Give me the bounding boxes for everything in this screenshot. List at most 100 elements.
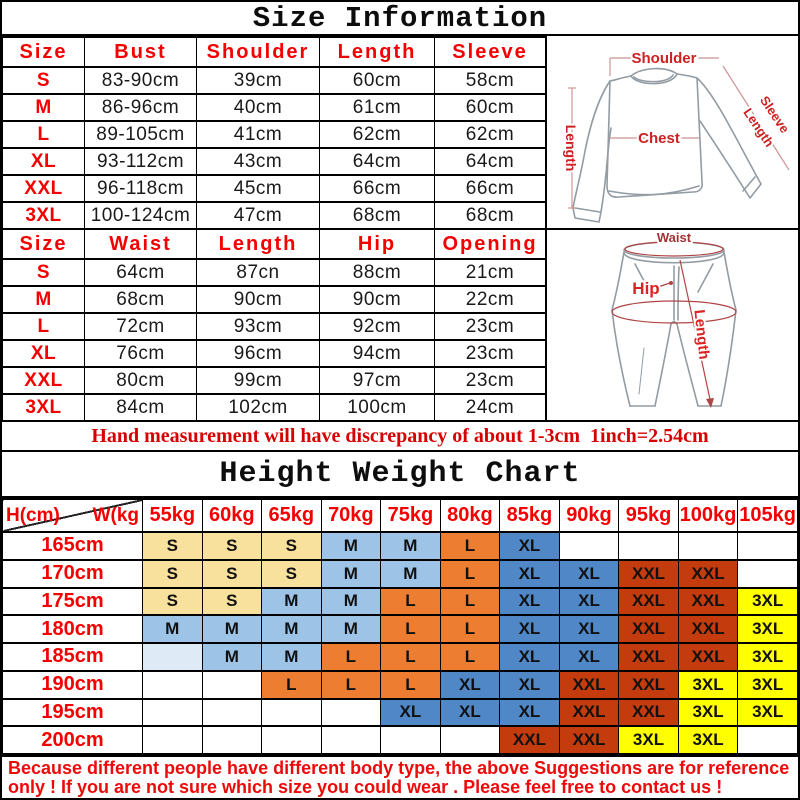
measurement-cell: 89-105cm: [84, 120, 197, 149]
shirt-length-label: Length: [563, 125, 579, 172]
weight-header: 85kg: [499, 498, 560, 533]
col-header-sleeve: Sleeve: [434, 36, 545, 68]
measurement-cell: 102cm: [196, 393, 320, 420]
size-recommendation-cell: [380, 725, 441, 755]
size-recommendation-cell: L: [439, 642, 501, 672]
size-recommendation-cell: [677, 531, 739, 561]
measurement-cell: 40cm: [196, 93, 320, 122]
measurement-cell: 43cm: [196, 147, 320, 176]
size-recommendation-cell: 3XL: [677, 697, 739, 728]
shirt-size-row: M 86-96cm 40cm 61cm 60cm: [2, 93, 545, 122]
measurement-cell: 99cm: [196, 366, 320, 395]
pants-size-row: XXL 80cm 99cm 97cm 23cm: [2, 366, 545, 395]
measurement-cell: 80cm: [84, 366, 197, 395]
size-label-cell: XXL: [2, 174, 85, 203]
size-recommendation-cell: L: [261, 669, 322, 700]
col-header-size: Size: [2, 36, 85, 68]
measurement-cell: 21cm: [434, 258, 545, 287]
size-recommendation-cell: S: [261, 531, 322, 561]
height-axis-label: H(cm): [6, 504, 60, 526]
measurement-cell: 39cm: [196, 66, 320, 95]
measurement-cell: 84cm: [84, 393, 197, 420]
size-recommendation-cell: L: [380, 586, 441, 617]
pants-size-row: 3XL 84cm 102cm 100cm 24cm: [2, 393, 545, 420]
weight-header: 55kg: [142, 498, 203, 533]
waist-label: Waist: [657, 230, 692, 245]
size-recommendation-cell: XXL: [499, 725, 560, 755]
size-recommendation-cell: XXL: [558, 697, 620, 728]
size-recommendation-cell: M: [201, 614, 263, 644]
measurement-cell: 86-96cm: [84, 93, 197, 122]
size-recommendation-cell: XXL: [618, 614, 679, 644]
hwc-row: 190cm L L L XL XL XXL XXL 3XL 3XL: [2, 669, 798, 700]
pants-length-label: Length: [690, 309, 712, 361]
footer-note: Because different people have different …: [2, 757, 798, 798]
measurement-tables-column: Size Bust Shoulder Length Sleeve S 83-90c…: [2, 36, 547, 420]
size-label-cell: M: [2, 93, 85, 122]
size-recommendation-cell: L: [380, 669, 441, 700]
measurement-cell: 68cm: [434, 201, 545, 228]
hwc-row: 195cm XL XL XL XXL XXL 3XL 3XL: [2, 697, 798, 728]
pants-measurements-table: Size Waist Length Hip Opening S 64cm 87cn 8…: [2, 228, 545, 420]
size-recommendation-cell: M: [320, 614, 382, 644]
size-recommendation-cell: 3XL: [677, 725, 739, 755]
measurement-cell: 60cm: [434, 93, 545, 122]
pants-table-box: Size Waist Length Hip Opening S 64cm 87cn 8…: [2, 228, 545, 420]
size-recommendation-cell: XL: [558, 642, 620, 672]
size-recommendation-cell: 3XL: [737, 642, 798, 672]
shirt-table-header-row: Size Bust Shoulder Length Sleeve: [2, 36, 545, 68]
measurement-cell: 62cm: [319, 120, 435, 149]
col-header-shoulder: Shoulder: [196, 36, 320, 68]
measurement-cell: 83-90cm: [84, 66, 197, 95]
size-recommendation-cell: XXL: [618, 669, 679, 700]
measurement-cell: 90cm: [196, 285, 320, 314]
size-recommendation-cell: M: [320, 531, 382, 561]
measurement-cell: 23cm: [434, 339, 545, 368]
measurement-cell: 58cm: [434, 66, 545, 95]
size-recommendation-cell: XXL: [618, 642, 679, 672]
size-recommendation-cell: 3XL: [737, 586, 798, 617]
col-header-length: Length: [196, 228, 320, 260]
hwc-row: 180cm M M M M L L XL XL XXL XXL 3XL: [2, 614, 798, 644]
size-label-cell: M: [2, 285, 85, 314]
weight-header: 65kg: [261, 498, 322, 533]
size-recommendation-cell: XL: [558, 586, 620, 617]
hwc-row: 175cm S S M M L L XL XL XXL XXL 3XL: [2, 586, 798, 617]
size-recommendation-cell: L: [320, 642, 382, 672]
shirt-size-row: L 89-105cm 41cm 62cm 62cm: [2, 120, 545, 149]
size-recommendation-cell: [142, 697, 203, 728]
measurement-cell: 92cm: [319, 312, 435, 341]
size-recommendation-cell: 3XL: [618, 725, 679, 755]
weight-axis-label: W(kg: [92, 504, 139, 526]
size-recommendation-cell: [439, 725, 501, 755]
height-weight-chart-table: H(cm) W(kg 55kg 60kg 65kg 70kg 75kg 80kg…: [2, 498, 798, 755]
measurement-cell: 61cm: [319, 93, 435, 122]
size-recommendation-cell: [201, 669, 263, 700]
hwc-header-row: H(cm) W(kg 55kg 60kg 65kg 70kg 75kg 80kg…: [2, 498, 798, 533]
size-recommendation-cell: M: [261, 614, 322, 644]
measurement-cell: 93-112cm: [84, 147, 197, 176]
size-recommendation-cell: M: [380, 531, 441, 561]
size-recommendation-cell: [261, 725, 322, 755]
measurement-cell: 23cm: [434, 312, 545, 341]
measurement-cell: 66cm: [319, 174, 435, 203]
pants-size-row: L 72cm 93cm 92cm 23cm: [2, 312, 545, 341]
size-recommendation-cell: S: [142, 586, 203, 617]
size-recommendation-cell: [737, 531, 798, 561]
height-weight-chart-title: Height Weight Chart: [2, 452, 798, 498]
axis-corner-cell: H(cm) W(kg: [2, 498, 143, 533]
measurement-cell: 68cm: [84, 285, 197, 314]
size-label-cell: S: [2, 258, 85, 287]
weight-header: 100kg: [677, 498, 739, 533]
measurement-cell: 87cn: [196, 258, 320, 287]
height-label-cell: 190cm: [2, 669, 143, 700]
size-recommendation-cell: 3XL: [737, 669, 798, 700]
weight-header: 80kg: [439, 498, 501, 533]
weight-header: 105kg: [737, 498, 798, 533]
measurement-cell: 24cm: [434, 393, 545, 420]
size-recommendation-cell: [142, 642, 203, 672]
shoulder-label: Shoulder: [631, 50, 696, 67]
measurement-cell: 88cm: [319, 258, 435, 287]
col-header-opening: Opening: [434, 228, 545, 260]
